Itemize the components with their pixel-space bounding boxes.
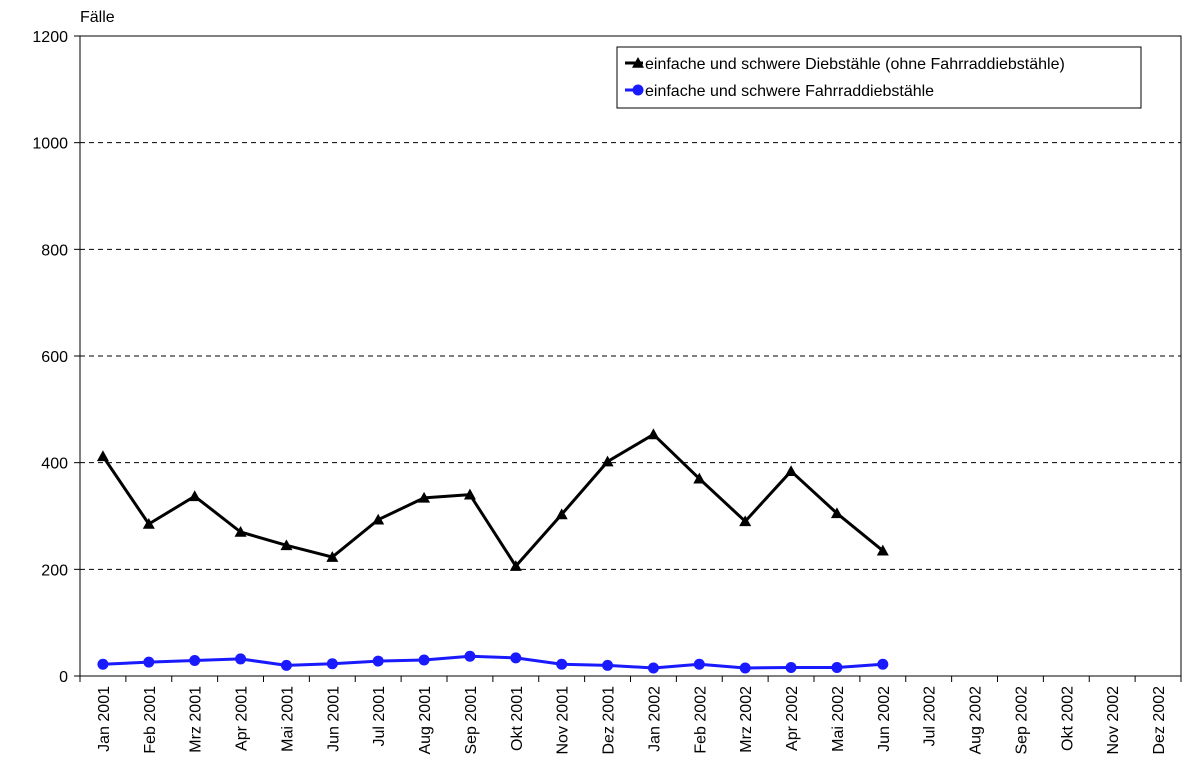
x-tick-label: Jul 2002 bbox=[922, 686, 939, 747]
legend-label: einfache und schwere Fahrraddiebstähle bbox=[645, 83, 934, 100]
x-tick-label: Feb 2002 bbox=[692, 686, 709, 754]
data-point bbox=[142, 518, 155, 529]
data-point bbox=[739, 662, 751, 674]
y-tick-label: 600 bbox=[41, 349, 68, 366]
y-tick-label: 200 bbox=[41, 562, 68, 579]
x-tick-label: Jan 2001 bbox=[96, 686, 113, 752]
x-axis: Jan 2001 Feb 2001 Mrz 2001 Apr 2001 Mai 2001… bbox=[79, 676, 1182, 755]
data-point bbox=[739, 515, 752, 527]
data-point bbox=[831, 661, 843, 673]
data-point bbox=[556, 658, 568, 670]
x-tick-label: Apr 2001 bbox=[234, 686, 251, 751]
data-point bbox=[693, 658, 705, 670]
data-point bbox=[326, 658, 338, 670]
x-tick-label: Mai 2001 bbox=[279, 686, 296, 752]
data-point bbox=[418, 654, 430, 666]
x-tick-label: Mai 2002 bbox=[830, 686, 847, 752]
data-point bbox=[601, 455, 614, 467]
data-point bbox=[785, 465, 798, 476]
x-tick-label: Okt 2001 bbox=[509, 686, 526, 751]
series-2 bbox=[97, 650, 889, 674]
data-point bbox=[143, 656, 155, 668]
legend: einfache und schwere Diebstähle (ohne Fa… bbox=[616, 46, 1142, 109]
data-point bbox=[602, 659, 614, 671]
y-tick-label: 800 bbox=[41, 242, 68, 259]
data-point bbox=[877, 658, 889, 670]
data-point bbox=[555, 508, 568, 520]
data-point bbox=[97, 658, 109, 670]
y-tick-label: 1000 bbox=[32, 136, 68, 153]
x-tick-label: Mrz 2001 bbox=[188, 686, 205, 753]
data-point bbox=[464, 650, 476, 662]
x-tick-label: Jul 2001 bbox=[371, 686, 388, 747]
data-point bbox=[372, 655, 384, 667]
x-tick-label: Dez 2002 bbox=[1151, 686, 1168, 755]
x-tick-label: Aug 2001 bbox=[417, 686, 434, 755]
data-point bbox=[280, 659, 292, 671]
y-axis-label: Fälle bbox=[80, 9, 115, 26]
data-point bbox=[509, 560, 522, 571]
x-tick-label: Jan 2002 bbox=[646, 686, 663, 752]
data-point bbox=[418, 491, 431, 503]
data-point bbox=[463, 488, 476, 500]
series-1 bbox=[96, 428, 889, 571]
data-point bbox=[830, 507, 843, 519]
x-tick-label: Feb 2001 bbox=[142, 686, 159, 754]
data-point bbox=[234, 526, 247, 537]
data-point bbox=[693, 472, 706, 484]
legend-marker bbox=[632, 57, 644, 68]
x-tick-label: Nov 2002 bbox=[1105, 686, 1122, 755]
x-tick-label: Mrz 2002 bbox=[738, 686, 755, 753]
data-point bbox=[785, 661, 797, 673]
x-tick-label: Okt 2002 bbox=[1059, 686, 1076, 751]
data-point bbox=[876, 544, 889, 556]
y-axis: 0 200 400 600 800 1000 1200 bbox=[32, 29, 80, 686]
data-point bbox=[280, 539, 293, 551]
series-line bbox=[102, 654, 883, 670]
data-point bbox=[326, 551, 339, 562]
x-tick-label: Aug 2002 bbox=[968, 686, 985, 755]
x-tick-label: Apr 2002 bbox=[784, 686, 801, 751]
x-tick-label: Jun 2002 bbox=[876, 686, 893, 752]
x-tick-label: Nov 2001 bbox=[555, 686, 572, 755]
y-tick-label: 400 bbox=[41, 456, 68, 473]
x-tick-label: Dez 2001 bbox=[601, 686, 618, 755]
x-tick-label: Sep 2001 bbox=[463, 686, 480, 755]
data-point bbox=[510, 652, 522, 664]
y-tick-label: 1200 bbox=[32, 29, 68, 46]
data-point bbox=[372, 513, 385, 525]
series-line bbox=[101, 432, 884, 568]
y-tick-label: 0 bbox=[59, 669, 68, 686]
legend-marker bbox=[632, 84, 644, 96]
data-point bbox=[647, 428, 660, 440]
data-point bbox=[96, 450, 109, 462]
series-group bbox=[96, 428, 889, 674]
data-point bbox=[647, 662, 659, 674]
gridlines bbox=[80, 142, 1181, 570]
data-point bbox=[235, 653, 247, 665]
x-tick-label: Jun 2001 bbox=[325, 686, 342, 752]
legend-label: einfache und schwere Diebstähle (ohne Fa… bbox=[645, 56, 1065, 73]
data-point bbox=[189, 655, 201, 667]
legend-box bbox=[616, 46, 1142, 109]
data-point bbox=[188, 490, 201, 502]
x-tick-label: Sep 2002 bbox=[1013, 686, 1030, 755]
